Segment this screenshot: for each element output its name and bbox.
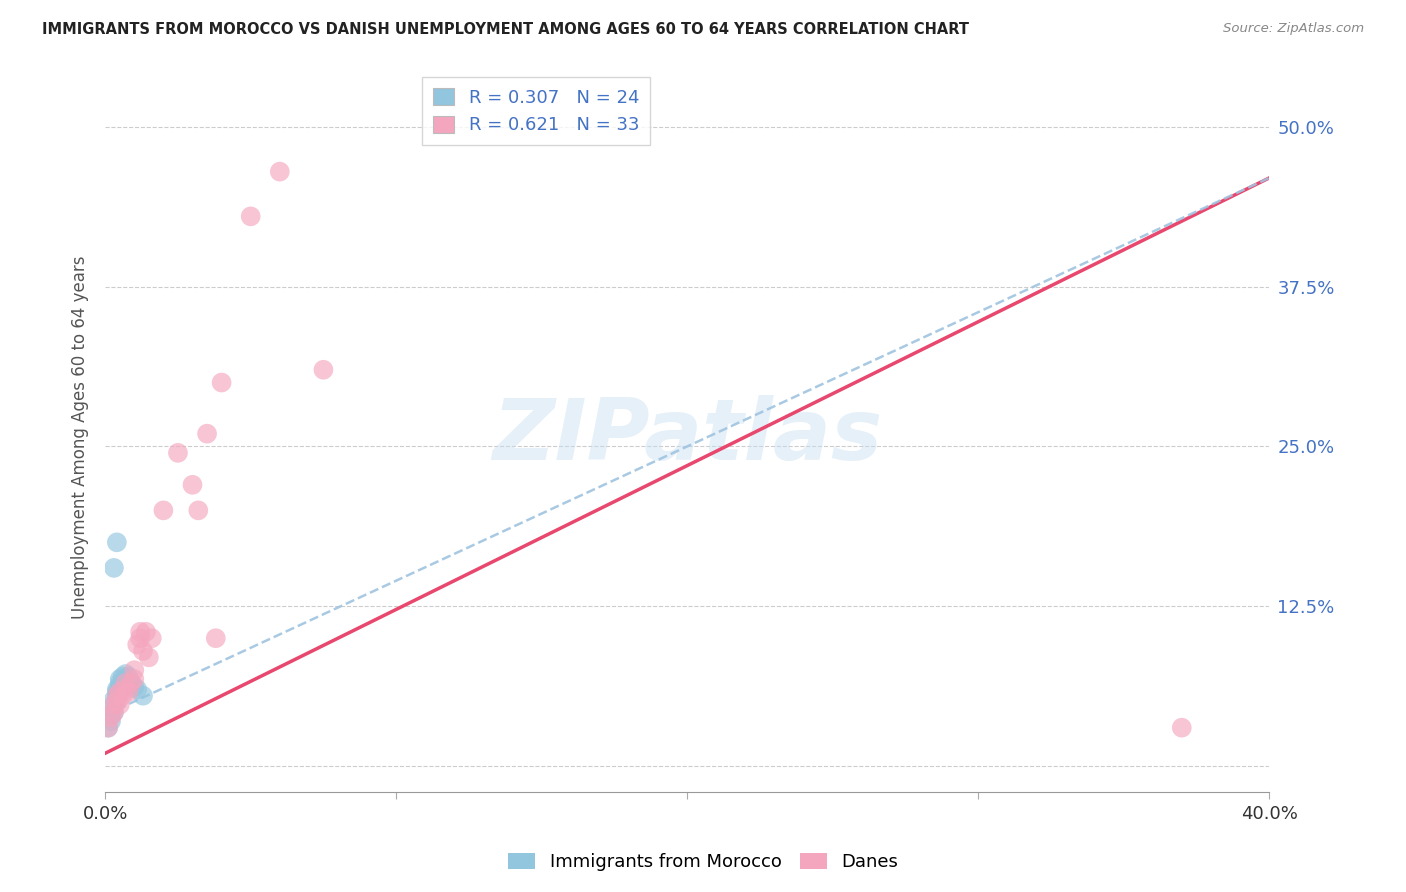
Legend: Immigrants from Morocco, Danes: Immigrants from Morocco, Danes	[501, 846, 905, 879]
Point	[114, 676, 136, 690]
Point	[103, 698, 125, 712]
Point	[105, 685, 128, 699]
Point	[108, 676, 131, 690]
Point	[105, 689, 128, 703]
Point	[105, 689, 128, 703]
Point	[108, 698, 131, 712]
Point	[124, 680, 146, 694]
Point	[269, 164, 291, 178]
Point	[187, 503, 209, 517]
Point	[103, 561, 125, 575]
Text: Source: ZipAtlas.com: Source: ZipAtlas.com	[1223, 22, 1364, 36]
Point	[124, 663, 146, 677]
Point	[114, 672, 136, 686]
Point	[135, 624, 157, 639]
Point	[108, 685, 131, 699]
Point	[141, 631, 163, 645]
Point	[117, 676, 139, 690]
Point	[138, 650, 160, 665]
Point	[127, 682, 149, 697]
Point	[105, 695, 128, 709]
Point	[100, 710, 122, 724]
Legend: R = 0.307   N = 24, R = 0.621   N = 33: R = 0.307 N = 24, R = 0.621 N = 33	[422, 77, 650, 145]
Point	[181, 478, 204, 492]
Point	[103, 706, 125, 720]
Point	[152, 503, 174, 517]
Point	[204, 631, 226, 645]
Point	[129, 631, 152, 645]
Point	[100, 714, 122, 729]
Point	[103, 698, 125, 712]
Point	[239, 210, 262, 224]
Point	[114, 682, 136, 697]
Point	[97, 721, 120, 735]
Point	[103, 692, 125, 706]
Point	[124, 672, 146, 686]
Point	[127, 638, 149, 652]
Point	[111, 689, 134, 703]
Point	[117, 685, 139, 699]
Point	[114, 667, 136, 681]
Point	[103, 706, 125, 720]
Point	[108, 680, 131, 694]
Point	[108, 672, 131, 686]
Point	[105, 535, 128, 549]
Text: IMMIGRANTS FROM MOROCCO VS DANISH UNEMPLOYMENT AMONG AGES 60 TO 64 YEARS CORRELA: IMMIGRANTS FROM MOROCCO VS DANISH UNEMPL…	[42, 22, 969, 37]
Point	[100, 707, 122, 722]
Point	[120, 676, 142, 690]
Point	[120, 676, 142, 690]
Point	[195, 426, 218, 441]
Point	[132, 689, 155, 703]
Point	[111, 680, 134, 694]
Point	[117, 669, 139, 683]
Point	[132, 644, 155, 658]
Point	[167, 446, 190, 460]
Y-axis label: Unemployment Among Ages 60 to 64 years: Unemployment Among Ages 60 to 64 years	[72, 255, 89, 619]
Point	[211, 376, 233, 390]
Point	[97, 721, 120, 735]
Point	[111, 669, 134, 683]
Point	[105, 682, 128, 697]
Text: ZIPatlas: ZIPatlas	[492, 395, 882, 478]
Point	[129, 624, 152, 639]
Point	[1171, 721, 1194, 735]
Point	[312, 363, 335, 377]
